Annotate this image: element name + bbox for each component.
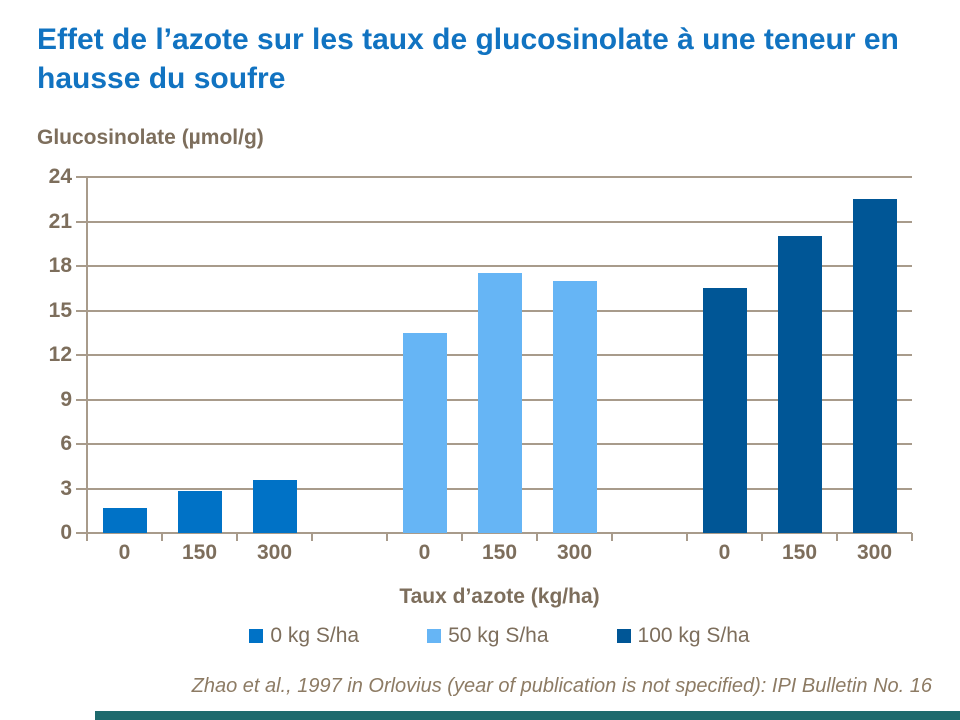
x-tick-label: 150: [481, 541, 518, 564]
y-axis-tick: [76, 443, 87, 445]
x-tick-label: 300: [556, 541, 593, 564]
y-axis-tick: [76, 309, 87, 312]
y-tick-label: 6: [60, 432, 72, 455]
gridline: [87, 176, 912, 178]
citation-text: Zhao et al., 1997 in Orlovius (year of p…: [191, 675, 932, 697]
x-axis-tick: [461, 533, 463, 541]
x-tick-label: 0: [718, 541, 731, 564]
y-tick-label: 15: [48, 298, 72, 322]
legend-item: 50 kg S/ha: [427, 624, 549, 648]
legend-swatch-icon: [616, 629, 631, 643]
y-tick-label: 21: [48, 209, 72, 233]
legend-swatch-icon: [249, 629, 264, 643]
bar-0-kg-s-ha-n0: [102, 507, 147, 533]
y-axis-tick: [76, 532, 87, 534]
x-tick-label: 0: [118, 541, 131, 564]
legend-swatch-icon: [427, 629, 442, 643]
chart-title: Effet de l’azote sur les taux de glucosi…: [37, 23, 899, 95]
gridline: [87, 532, 912, 534]
y-axis-tick: [76, 265, 87, 267]
gridline: [87, 265, 912, 267]
footer-accent-bar: [95, 711, 960, 720]
bar-50-kg-s-ha-n300: [552, 280, 597, 533]
y-axis-title: Glucosinolate (µmol/g): [37, 126, 264, 149]
legend-item: 100 kg S/ha: [616, 624, 750, 648]
x-axis-tick: [761, 533, 763, 541]
bar-0-kg-s-ha-n150: [177, 491, 222, 533]
legend-label: 100 kg S/ha: [637, 624, 750, 647]
y-axis-tick: [76, 220, 87, 223]
x-axis-title: Taux d’azote (kg/ha): [399, 585, 600, 608]
legend-item: 0 kg S/ha: [249, 624, 359, 648]
x-axis-tick: [161, 533, 163, 541]
y-tick-label: 12: [48, 343, 72, 366]
gridline: [87, 220, 912, 223]
y-tick-label: 9: [60, 387, 72, 411]
x-tick-label: 300: [856, 541, 893, 564]
plot-area: 0 3 6 9 12 15 18 21 24 0 150 300 0 150 300 0 150 300: [49, 165, 913, 564]
x-axis-tick: [236, 533, 238, 541]
bar-50-kg-s-ha-n0: [402, 332, 447, 533]
x-tick-label: 300: [256, 541, 293, 564]
x-tick-label: 0: [418, 541, 431, 564]
y-tick-label: 24: [48, 165, 72, 188]
legend-label: 50 kg S/ha: [448, 624, 549, 647]
y-tick-label: 3: [60, 476, 72, 500]
x-axis-tick: [611, 533, 613, 541]
x-axis-tick: [311, 533, 313, 541]
bar-50-kg-s-ha-n150: [477, 273, 522, 533]
y-axis-tick: [76, 487, 87, 490]
legend-label: 0 kg S/ha: [270, 624, 360, 647]
bar-0-kg-s-ha-n300: [252, 479, 297, 533]
y-axis-tick: [76, 354, 87, 356]
x-axis-tick: [536, 533, 538, 541]
bar-100-kg-s-ha-n300: [852, 199, 897, 533]
x-axis-tick: [686, 533, 688, 541]
y-axis-tick: [76, 176, 87, 178]
x-axis-tick: [386, 533, 388, 541]
y-axis-tick: [76, 398, 87, 401]
legend: 0 kg S/ha 50 kg S/ha 100 kg S/ha: [87, 624, 912, 648]
y-tick-label: 0: [60, 521, 72, 544]
x-axis-tick: [911, 533, 913, 541]
x-tick-label: 150: [181, 541, 218, 564]
x-axis-tick: [86, 533, 88, 541]
x-tick-label: 150: [781, 541, 818, 564]
bar-100-kg-s-ha-n0: [702, 288, 747, 533]
x-axis-tick: [836, 533, 838, 541]
y-tick-label: 18: [48, 254, 72, 277]
bar-100-kg-s-ha-n150: [777, 236, 822, 533]
